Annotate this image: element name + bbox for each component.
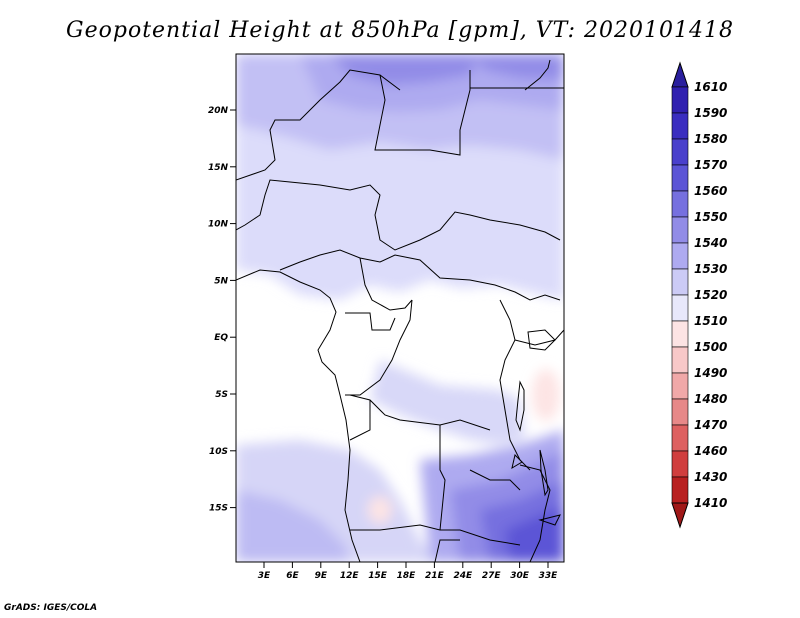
colorbar-swatch [671,268,689,296]
red-sea-coast [524,59,551,91]
colorbar-top-arrow [671,61,689,88]
lat-tick-label: EQ [214,333,228,343]
colorbar-level-label: 1560 [694,184,727,198]
angola-west-border [349,400,371,441]
colorbar-level-label: 1580 [694,132,727,146]
colorbar-swatch [671,112,689,140]
colorbar-level-label: 1540 [694,236,727,250]
colorbar-level-label: 1490 [694,366,727,380]
field-zone-1550-north [330,54,480,85]
colorbar-level-label: 1520 [694,288,727,302]
namibia-border [350,524,521,546]
colorbar-swatch [671,476,689,504]
lake-kariba [538,514,561,526]
colorbar-level-label: 1610 [694,80,727,94]
colorbar-level-label: 1430 [694,470,727,484]
colorbar-level-label: 1570 [694,158,727,172]
colorbar-level-label: 1480 [694,392,727,406]
lat-tick-label: 5S [215,390,228,400]
colorbar-swatch [671,424,689,452]
lon-tick-label: 21E [425,571,445,581]
lat-tick-label: 20N [208,106,229,116]
colorbar-level-label: 1410 [694,496,727,510]
field-zone-pink-east [532,369,560,421]
colorbar-level-label: 1460 [694,444,727,458]
colorbar-level-label: 1510 [694,314,727,328]
field-zone-southwest-inner [236,490,350,562]
colorbar-swatch [671,242,689,270]
lon-tick-label: 33E [539,571,559,581]
latitude-ticks: 20N 15N 10N 5N EQ 5S 10S 15S [208,106,236,514]
colorbar-bottom-arrow [671,502,689,529]
colorbar-swatch [671,346,689,374]
gabon-border [345,312,396,331]
sahara-border-central [374,70,471,156]
lon-tick-label: 30E [510,571,530,581]
west-coastline [236,269,361,562]
colorbar-swatch [671,294,689,322]
mozambique-border [519,464,551,562]
colorbar-level-label: 1470 [694,418,727,432]
colorbar-swatch [671,398,689,426]
congo-north-border [359,257,413,311]
colorbar-level-label: 1530 [694,262,727,276]
field-zone-central [370,360,525,445]
lat-tick-label: 15N [208,163,229,173]
lake-mweru [511,454,523,470]
lon-tick-label: 24E [453,571,473,581]
colorbar: 1610 1590 1580 1570 1560 1550 1540 1530 1520 1510… [671,61,727,529]
lon-tick-label: 27E [482,571,502,581]
grads-credit: GrADS: IGES/COLA [4,603,98,613]
lat-tick-label: 5N [214,276,228,286]
colorbar-level-label: 1500 [694,340,727,354]
lon-tick-label: 9E [315,571,328,581]
chart-title: Geopotential Height at 850hPa [gpm], VT:… [66,18,734,43]
botswana-border [434,539,460,562]
coastlines-borders [236,59,564,562]
lon-tick-label: 18E [397,571,417,581]
colorbar-swatch [671,86,689,114]
angola-zambia-border [439,425,446,531]
great-lakes-border [499,299,531,471]
lon-tick-label: 3E [258,571,271,581]
field-zone-southeast-1570 [505,505,564,562]
colorbar-swatch [671,320,689,348]
field-zone-1550-northeast [470,54,564,80]
map-frame [235,53,565,563]
colorbar-swatch [671,138,689,166]
lake-victoria [527,329,556,351]
colorbar-level-label: 1550 [694,210,727,224]
sahel-border [236,179,561,251]
colorbar-swatch [671,450,689,478]
lat-tick-label: 10S [209,447,228,457]
lake-tanganyika [515,380,525,432]
colorbar-swatch [671,164,689,192]
congo-river-border [345,299,413,396]
sahara-border-west [236,69,401,181]
lon-tick-label: 15E [368,571,388,581]
colorbar-swatch [671,216,689,244]
colorbar-swatch [671,372,689,400]
lat-tick-label: 10N [208,220,229,230]
lat-tick-label: 15S [209,504,228,514]
height-field [236,54,564,562]
colorbar-level-label: 1590 [694,106,727,120]
field-zone-pink-south [368,496,392,524]
lake-malawi [539,449,549,497]
zambia-zimbabwe-border [469,469,521,491]
car-border [279,249,561,301]
uganda-border [514,329,564,346]
longitude-ticks: 3E 6E 9E 12E 15E 18E 21E 24E 27E 30E 33E [258,562,558,581]
lon-tick-label: 6E [286,571,299,581]
colorbar-swatch [671,190,689,218]
lon-tick-label: 12E [340,571,360,581]
